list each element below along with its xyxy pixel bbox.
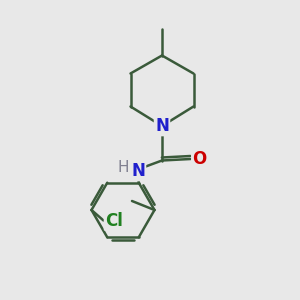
Text: N: N xyxy=(155,117,169,135)
Text: H: H xyxy=(117,160,129,175)
Text: O: O xyxy=(192,150,207,168)
Text: Cl: Cl xyxy=(105,212,123,230)
Text: N: N xyxy=(131,162,145,180)
